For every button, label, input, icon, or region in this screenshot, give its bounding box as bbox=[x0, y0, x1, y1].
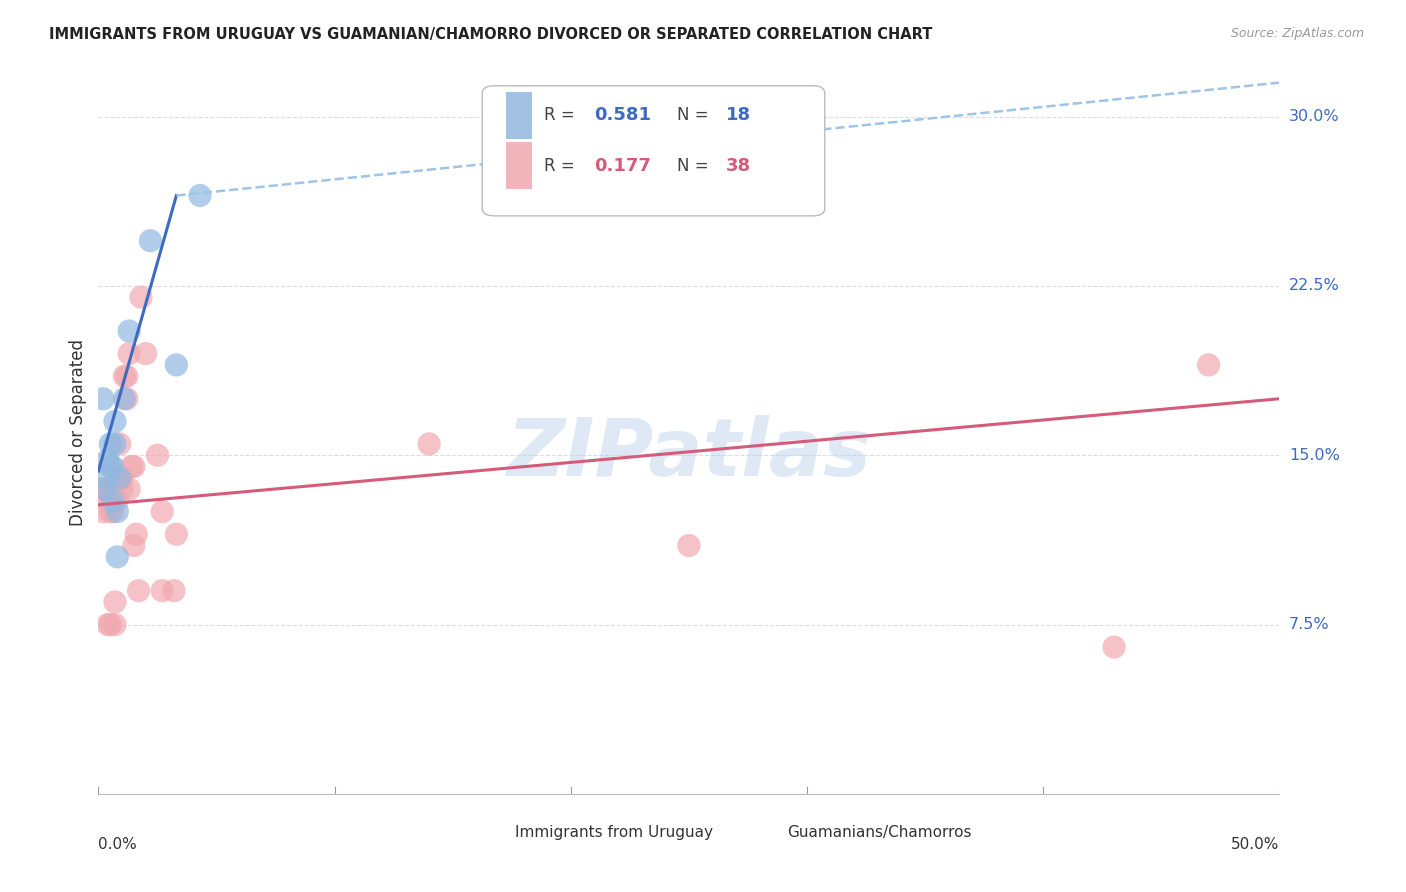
Text: Source: ZipAtlas.com: Source: ZipAtlas.com bbox=[1230, 27, 1364, 40]
Text: R =: R = bbox=[544, 106, 579, 124]
Point bbox=[97, 617, 120, 632]
Text: N =: N = bbox=[678, 157, 714, 175]
Point bbox=[112, 392, 135, 406]
Point bbox=[678, 539, 700, 553]
Point bbox=[135, 346, 157, 360]
Text: Immigrants from Uruguay: Immigrants from Uruguay bbox=[516, 825, 713, 840]
Point bbox=[112, 369, 135, 384]
Text: N =: N = bbox=[678, 106, 714, 124]
Bar bbox=[506, 92, 531, 138]
Point bbox=[115, 392, 138, 406]
Point bbox=[101, 482, 124, 496]
Point bbox=[108, 471, 131, 485]
Bar bbox=[506, 142, 531, 189]
Bar bbox=[754, 822, 780, 842]
Point bbox=[118, 324, 141, 338]
Bar bbox=[482, 822, 508, 842]
Point bbox=[104, 437, 127, 451]
Text: 18: 18 bbox=[725, 106, 751, 124]
Point bbox=[98, 437, 121, 451]
Point bbox=[163, 583, 186, 598]
Point bbox=[105, 493, 128, 508]
Point bbox=[111, 471, 134, 485]
Point bbox=[98, 459, 121, 474]
Text: ZIPatlas: ZIPatlas bbox=[506, 416, 872, 493]
Y-axis label: Divorced or Separated: Divorced or Separated bbox=[69, 339, 87, 526]
Point bbox=[122, 459, 145, 474]
Point bbox=[101, 493, 124, 508]
Point bbox=[101, 459, 124, 474]
Point bbox=[125, 527, 148, 541]
Point bbox=[91, 505, 114, 519]
Point bbox=[94, 482, 117, 496]
Point bbox=[97, 471, 120, 485]
Point bbox=[97, 493, 120, 508]
Point bbox=[104, 617, 127, 632]
Text: 22.5%: 22.5% bbox=[1289, 278, 1340, 293]
Text: 0.177: 0.177 bbox=[595, 157, 651, 175]
Point bbox=[146, 448, 169, 462]
Point bbox=[129, 290, 152, 304]
Point bbox=[97, 452, 120, 467]
Text: 15.0%: 15.0% bbox=[1289, 448, 1340, 463]
Text: 50.0%: 50.0% bbox=[1232, 838, 1279, 852]
Point bbox=[128, 583, 150, 598]
Point bbox=[98, 505, 121, 519]
Point bbox=[121, 459, 143, 474]
Point bbox=[90, 482, 112, 496]
Point bbox=[101, 505, 124, 519]
Text: 38: 38 bbox=[725, 157, 751, 175]
Point bbox=[91, 392, 114, 406]
Point bbox=[98, 617, 121, 632]
Point bbox=[94, 482, 117, 496]
Point bbox=[118, 482, 141, 496]
Point bbox=[139, 234, 162, 248]
Text: 7.5%: 7.5% bbox=[1289, 617, 1330, 632]
Point bbox=[111, 482, 134, 496]
Text: 30.0%: 30.0% bbox=[1289, 109, 1340, 124]
Point bbox=[105, 471, 128, 485]
Point bbox=[105, 549, 128, 564]
Point bbox=[188, 188, 211, 202]
Text: 0.0%: 0.0% bbox=[98, 838, 138, 852]
Point bbox=[165, 527, 187, 541]
Point bbox=[122, 539, 145, 553]
Text: Guamanians/Chamorros: Guamanians/Chamorros bbox=[787, 825, 972, 840]
Point bbox=[118, 346, 141, 360]
Point bbox=[150, 583, 173, 598]
Point bbox=[108, 471, 131, 485]
Text: 0.581: 0.581 bbox=[595, 106, 651, 124]
Point bbox=[115, 369, 138, 384]
Point bbox=[418, 437, 440, 451]
FancyBboxPatch shape bbox=[482, 86, 825, 216]
Point bbox=[1198, 358, 1220, 372]
Text: IMMIGRANTS FROM URUGUAY VS GUAMANIAN/CHAMORRO DIVORCED OR SEPARATED CORRELATION : IMMIGRANTS FROM URUGUAY VS GUAMANIAN/CHA… bbox=[49, 27, 932, 42]
Point bbox=[104, 595, 127, 609]
Text: R =: R = bbox=[544, 157, 579, 175]
Point bbox=[104, 414, 127, 428]
Point bbox=[105, 505, 128, 519]
Point bbox=[108, 437, 131, 451]
Point bbox=[165, 358, 187, 372]
Point bbox=[150, 505, 173, 519]
Point bbox=[1102, 640, 1125, 654]
